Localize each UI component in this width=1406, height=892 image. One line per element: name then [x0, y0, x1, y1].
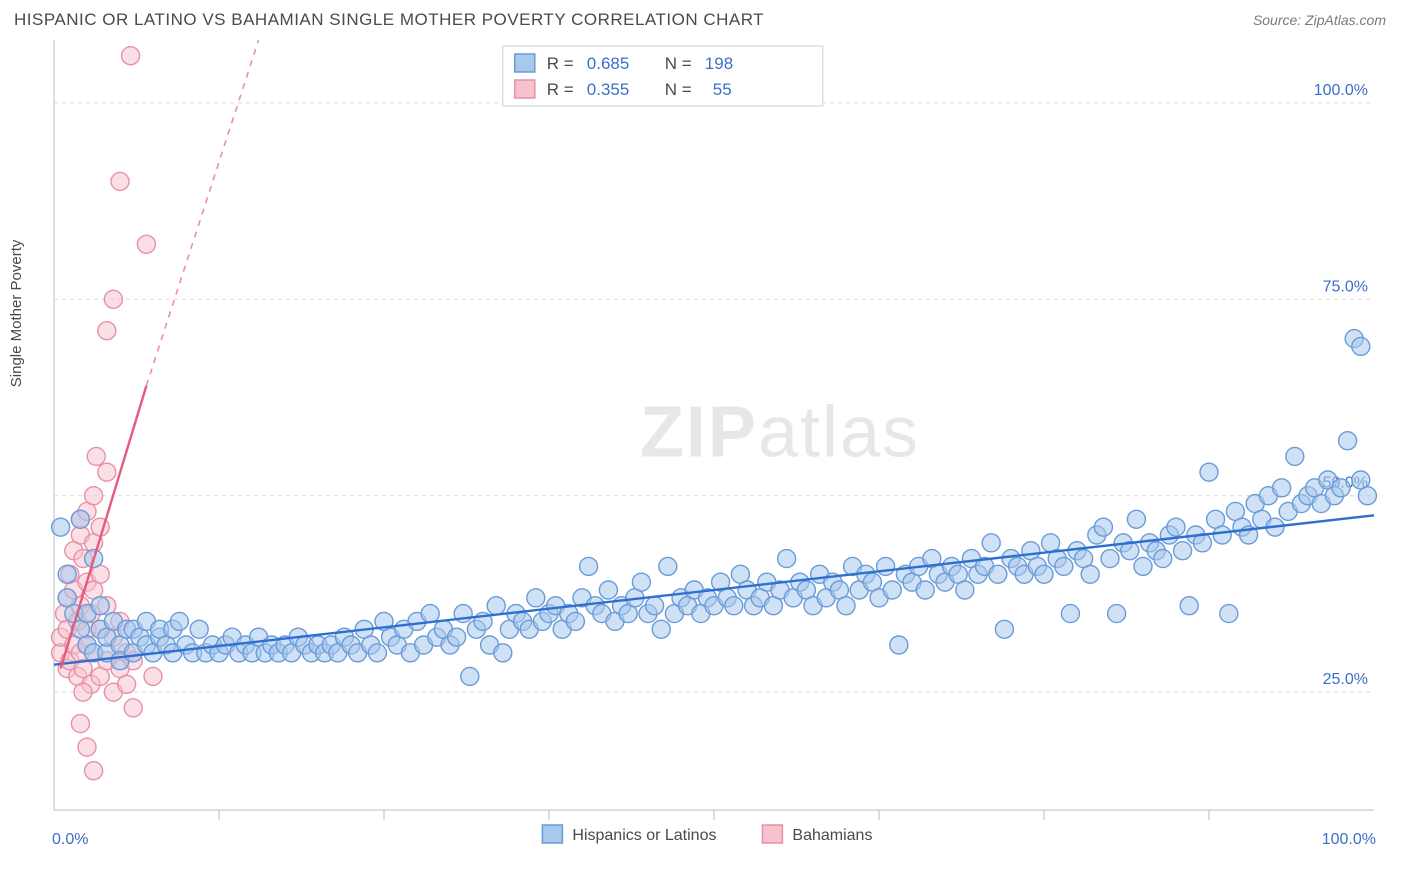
- data-point: [580, 557, 598, 575]
- data-point: [646, 597, 664, 615]
- legend-series-1: Hispanics or Latinos: [572, 827, 716, 844]
- data-point: [421, 605, 439, 623]
- x-tick-label: 100.0%: [1322, 831, 1376, 848]
- data-point: [1273, 479, 1291, 497]
- chart-source: Source: ZipAtlas.com: [1253, 12, 1386, 28]
- data-point: [137, 235, 155, 253]
- legend-n-value: 198: [705, 54, 733, 73]
- data-point: [1200, 463, 1218, 481]
- legend-r-label: R =: [547, 54, 574, 73]
- data-point: [599, 581, 617, 599]
- data-point: [98, 322, 116, 340]
- data-point: [725, 597, 743, 615]
- data-point: [104, 290, 122, 308]
- data-point: [1101, 550, 1119, 568]
- data-point: [1167, 518, 1185, 536]
- data-point: [632, 573, 650, 591]
- data-point: [1286, 447, 1304, 465]
- data-point: [74, 683, 92, 701]
- chart-title: HISPANIC OR LATINO VS BAHAMIAN SINGLE MO…: [14, 10, 764, 30]
- data-point: [71, 510, 89, 528]
- data-point: [1213, 526, 1231, 544]
- data-point: [78, 738, 96, 756]
- legend-n-label: N =: [665, 80, 692, 99]
- data-point: [778, 550, 796, 568]
- data-point: [837, 597, 855, 615]
- data-point: [1180, 597, 1198, 615]
- y-axis-label: Single Mother Poverty: [8, 240, 25, 388]
- data-point: [883, 581, 901, 599]
- legend-swatch-blue: [542, 825, 562, 843]
- chart-area: Single Mother Poverty 25.0%50.0%75.0%100…: [14, 40, 1392, 882]
- data-point: [461, 667, 479, 685]
- chart-header: HISPANIC OR LATINO VS BAHAMIAN SINGLE MO…: [0, 0, 1406, 36]
- data-point: [877, 557, 895, 575]
- data-point: [659, 557, 677, 575]
- data-point: [566, 612, 584, 630]
- data-point: [1108, 605, 1126, 623]
- y-tick-label: 25.0%: [1323, 671, 1368, 688]
- data-point: [144, 667, 162, 685]
- data-point: [1134, 557, 1152, 575]
- legend-r-value: 0.355: [587, 80, 630, 99]
- data-point: [1061, 605, 1079, 623]
- data-point: [71, 715, 89, 733]
- data-point: [85, 487, 103, 505]
- data-point: [118, 675, 136, 693]
- scatter-chart: 25.0%50.0%75.0%100.0%0.0%100.0%ZIPatlasR…: [14, 40, 1392, 882]
- data-point: [448, 628, 466, 646]
- legend-r-value: 0.685: [587, 54, 630, 73]
- data-point: [58, 565, 76, 583]
- data-point: [1127, 510, 1145, 528]
- data-point: [368, 644, 386, 662]
- legend-n-label: N =: [665, 54, 692, 73]
- data-point: [1220, 605, 1238, 623]
- data-point: [652, 620, 670, 638]
- data-point: [1339, 432, 1357, 450]
- y-tick-label: 75.0%: [1323, 278, 1368, 295]
- legend-swatch-pink: [515, 80, 535, 98]
- legend-swatch-pink: [762, 825, 782, 843]
- legend-series-2: Bahamians: [792, 827, 872, 844]
- data-point: [982, 534, 1000, 552]
- data-point: [956, 581, 974, 599]
- data-point: [1352, 337, 1370, 355]
- legend-r-label: R =: [547, 80, 574, 99]
- data-point: [1154, 550, 1172, 568]
- data-point: [85, 762, 103, 780]
- data-point: [87, 447, 105, 465]
- data-point: [98, 463, 116, 481]
- trend-line-blue: [54, 515, 1374, 664]
- data-point: [1358, 487, 1376, 505]
- data-point: [1081, 565, 1099, 583]
- data-point: [91, 597, 109, 615]
- data-point: [1094, 518, 1112, 536]
- data-point: [1332, 479, 1350, 497]
- data-point: [1055, 557, 1073, 575]
- x-tick-label: 0.0%: [52, 831, 88, 848]
- data-point: [124, 699, 142, 717]
- data-point: [916, 581, 934, 599]
- data-point: [170, 612, 188, 630]
- data-point: [527, 589, 545, 607]
- legend-n-value: 55: [713, 80, 732, 99]
- data-point: [995, 620, 1013, 638]
- data-point: [494, 644, 512, 662]
- data-point: [989, 565, 1007, 583]
- data-point: [122, 47, 140, 65]
- legend-swatch-blue: [515, 54, 535, 72]
- data-point: [487, 597, 505, 615]
- data-point: [1035, 565, 1053, 583]
- data-point: [1174, 542, 1192, 560]
- data-point: [111, 172, 129, 190]
- data-point: [890, 636, 908, 654]
- data-point: [190, 620, 208, 638]
- trend-line-pink-dash: [146, 40, 258, 386]
- watermark: ZIPatlas: [640, 392, 920, 472]
- y-tick-label: 100.0%: [1314, 82, 1368, 99]
- data-point: [52, 518, 70, 536]
